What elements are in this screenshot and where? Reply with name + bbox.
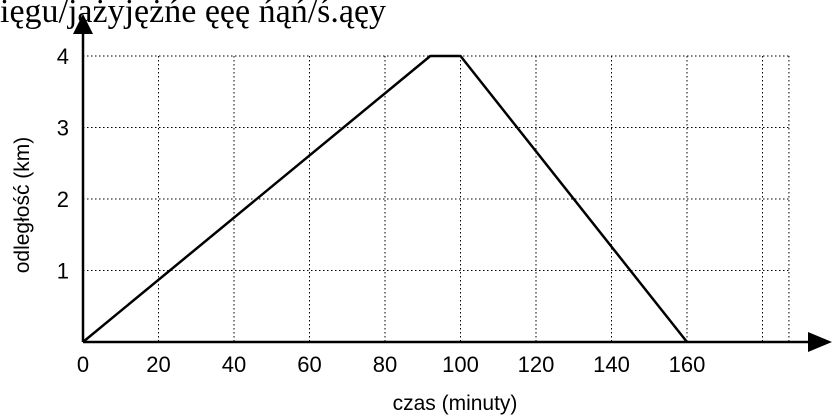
x-tick-labels: 0 20 40 60 80 100 120 140 160 — [77, 352, 705, 377]
x-axis-label: czas (minuty) — [393, 392, 518, 415]
y-tick-label: 4 — [57, 44, 69, 69]
y-axis-label: odległość (km) — [11, 137, 34, 274]
y-tick-label: 2 — [57, 187, 69, 212]
series-line — [82, 54, 688, 343]
x-tick-label: 100 — [442, 352, 479, 377]
x-tick-label: 0 — [77, 352, 89, 377]
x-tick-label: 140 — [593, 352, 630, 377]
x-tick-label: 20 — [146, 352, 170, 377]
y-axis-arrow — [73, 14, 93, 34]
x-tick-label: 160 — [669, 352, 706, 377]
x-tick-label: 80 — [373, 352, 397, 377]
axes — [73, 14, 832, 352]
y-tick-label: 1 — [57, 259, 69, 284]
y-tick-label: 3 — [57, 116, 69, 141]
x-tick-label: 60 — [297, 352, 321, 377]
x-tick-label: 120 — [518, 352, 555, 377]
series — [82, 54, 688, 343]
grid — [83, 55, 790, 342]
x-axis-arrow — [808, 332, 832, 352]
cropped-header-text: ięgu/jażyjężńe ęęę ńąń/ś.ąęy — [0, 0, 386, 30]
x-tick-label: 40 — [222, 352, 246, 377]
y-tick-labels: 1 2 3 4 — [57, 44, 69, 284]
